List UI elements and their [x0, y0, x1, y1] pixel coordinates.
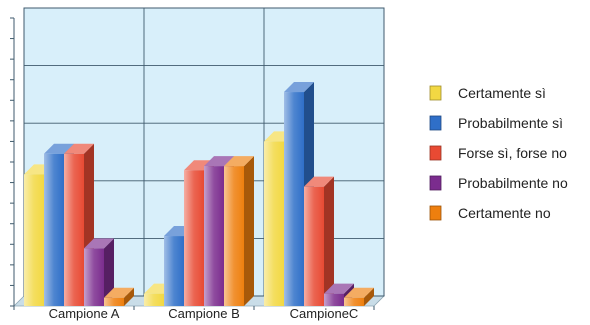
x-axis-labels: Campione A Campione B CampioneC: [49, 306, 359, 321]
bar-top: [84, 238, 114, 249]
bar-top: [284, 82, 314, 93]
x-tick-label: Campione A: [49, 306, 120, 321]
bar-front: [44, 153, 64, 306]
bar-front: [84, 248, 104, 306]
bar-side: [364, 287, 374, 306]
bar-front: [304, 186, 324, 306]
bar-top: [344, 287, 374, 298]
bar: [224, 156, 254, 306]
bar-side: [244, 156, 254, 306]
bar-front: [324, 293, 344, 306]
bars: [24, 82, 374, 306]
bar-front: [284, 92, 304, 306]
bar-front: [264, 141, 284, 306]
bar-front: [104, 297, 124, 306]
bar-side: [124, 287, 134, 306]
bar-front: [184, 170, 204, 306]
legend-swatch: [429, 145, 442, 161]
bar-front: [144, 293, 164, 306]
bar-front: [224, 166, 244, 306]
bar-top: [224, 156, 254, 167]
bar-front: [64, 153, 84, 306]
legend-label: Forse sì, forse no: [458, 145, 567, 161]
legend-swatch: [429, 85, 442, 101]
x-tick-label: Campione B: [168, 306, 240, 321]
legend: Certamente sì Probabilmente sì Forse sì,…: [429, 85, 568, 221]
bar-front: [344, 297, 364, 306]
legend-label: Certamente no: [458, 205, 551, 221]
bar-top: [104, 287, 134, 298]
legend-swatch: [429, 175, 442, 191]
bar-front: [24, 174, 44, 306]
bar-top: [324, 283, 354, 294]
legend-label: Probabilmente no: [458, 175, 568, 191]
legend-label: Certamente sì: [458, 85, 546, 101]
bar-front: [164, 236, 184, 306]
bar-side: [104, 238, 114, 306]
x-tick-label: CampioneC: [290, 306, 359, 321]
bar: [84, 238, 114, 306]
legend-swatch: [429, 115, 442, 131]
bar: [304, 176, 334, 306]
bar: [104, 287, 134, 306]
legend-swatch: [429, 205, 442, 221]
legend-label: Probabilmente sì: [458, 115, 563, 131]
bar-front: [204, 166, 224, 306]
bar-top: [64, 143, 94, 154]
bar-side: [324, 176, 334, 306]
bar: [344, 287, 374, 306]
bar-top: [304, 176, 334, 187]
